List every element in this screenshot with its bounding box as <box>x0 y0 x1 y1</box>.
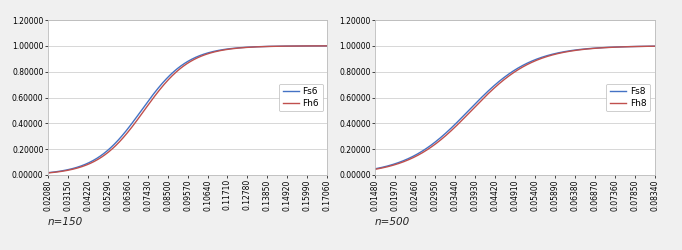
Fs8 <box>612 46 620 48</box>
Fs6 <box>284 44 293 48</box>
Fh8 <box>583 48 591 50</box>
Line: Fh6: Fh6 <box>48 46 327 173</box>
Legend: Fs8, Fh8: Fs8, Fh8 <box>606 84 650 112</box>
Fs8 <box>533 57 542 60</box>
Fs6 <box>61 169 69 172</box>
Line: Fs8: Fs8 <box>375 46 655 169</box>
Fs6 <box>44 171 52 174</box>
Fh6 <box>61 169 69 172</box>
Fh8 <box>388 164 396 167</box>
Fh8 <box>612 46 620 48</box>
Text: n=150: n=150 <box>48 217 83 227</box>
Fs8 <box>541 55 549 58</box>
Fh8 <box>533 58 542 61</box>
Fh6 <box>44 172 52 174</box>
Fs6 <box>206 51 214 54</box>
Fh6 <box>206 52 214 54</box>
Fh6 <box>256 45 264 48</box>
Fh6 <box>323 44 331 48</box>
Fh6 <box>222 48 230 51</box>
Fs6 <box>323 44 331 48</box>
Fh6 <box>213 50 222 53</box>
Fs8 <box>583 47 591 50</box>
Line: Fh8: Fh8 <box>375 46 655 169</box>
Fs8 <box>549 52 557 56</box>
Fs8 <box>388 163 396 166</box>
Fs6 <box>222 48 230 51</box>
Text: n=500: n=500 <box>375 217 411 227</box>
Fh8 <box>651 45 659 48</box>
Fs8 <box>651 45 659 48</box>
Line: Fs6: Fs6 <box>48 46 327 173</box>
Fs6 <box>213 49 222 52</box>
Fh8 <box>371 168 379 171</box>
Fs8 <box>371 167 379 170</box>
Fh6 <box>284 44 293 48</box>
Fh8 <box>549 53 557 56</box>
Fs6 <box>256 45 264 48</box>
Fh8 <box>541 56 549 59</box>
Legend: Fs6, Fh6: Fs6, Fh6 <box>279 84 323 112</box>
